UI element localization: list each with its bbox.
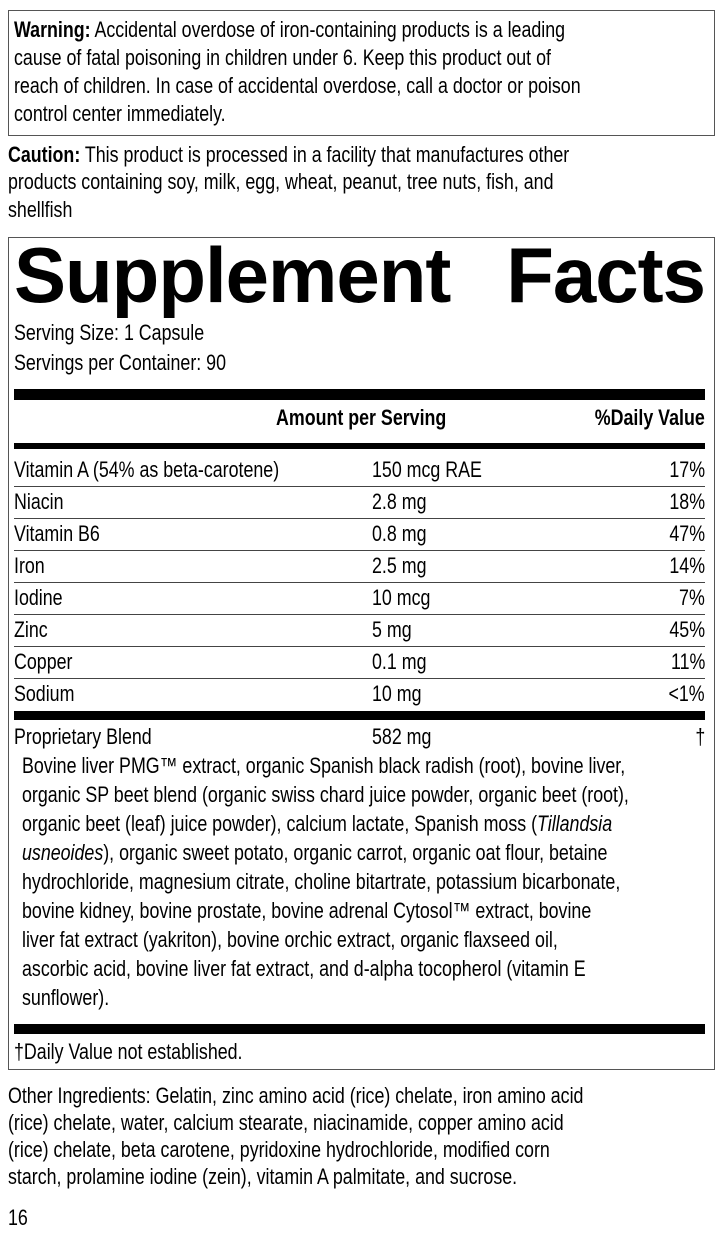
warning-label: Warning:: [14, 17, 91, 42]
nutrient-name: Vitamin A (54% as beta-carotene): [14, 457, 280, 482]
warning-line: control center immediately.: [14, 101, 226, 126]
blend-amount: 582 mg: [372, 724, 432, 749]
servings-per-container: Servings per Container: 90: [14, 350, 226, 375]
row-separator: [14, 550, 705, 551]
nutrient-daily-value: <1%: [668, 681, 705, 706]
other-ingredients-line: Other Ingredients: Gelatin, zinc amino a…: [8, 1083, 584, 1108]
header-daily-value: %Daily Value: [595, 405, 705, 430]
other-ingredients-line: starch, prolamine iodine (zein), vitamin…: [8, 1164, 518, 1189]
italic-text: usneoides: [22, 840, 104, 865]
blend-ingredients-line: ascorbic acid, bovine liver fat extract,…: [22, 956, 586, 981]
blend-ingredients-line: hydrochloride, magnesium citrate, cholin…: [22, 869, 621, 894]
blend-ingredients-line: Bovine liver PMG™ extract, organic Spani…: [22, 753, 626, 778]
facts-title: Supplement Facts: [14, 231, 706, 319]
row-separator: [14, 646, 705, 647]
text: organic beet (leaf) juice powder), calci…: [22, 811, 538, 836]
caution-line: shellfish: [8, 197, 73, 222]
thick-divider: [14, 711, 705, 720]
blend-ingredients-line: sunflower).: [22, 985, 110, 1010]
other-ingredients-line: (rice) chelate, beta carotene, pyridoxin…: [8, 1137, 550, 1162]
title-word: Facts: [506, 231, 706, 319]
header-amount: Amount per Serving: [276, 405, 447, 430]
nutrient-name: Niacin: [14, 489, 64, 514]
row-separator: [14, 678, 705, 679]
text: ), organic sweet potato, organic carrot,…: [103, 840, 608, 865]
nutrient-amount: 0.8 mg: [372, 521, 427, 546]
nutrient-amount: 2.5 mg: [372, 553, 427, 578]
supplement-facts-panel: [8, 237, 715, 1070]
nutrient-name: Copper: [14, 649, 73, 674]
nutrient-daily-value: 11%: [670, 649, 705, 674]
thick-divider: [14, 1024, 705, 1034]
blend-daily-value: †: [695, 724, 705, 749]
page-number: 16: [8, 1205, 28, 1230]
footnote: †Daily Value not established.: [14, 1039, 243, 1064]
other-ingredients-line: (rice) chelate, water, calcium stearate,…: [8, 1110, 564, 1135]
nutrient-amount: 10 mcg: [372, 585, 431, 610]
warning-text: Accidental overdose of iron-containing p…: [90, 17, 566, 42]
row-separator: [14, 582, 705, 583]
blend-ingredients-line: organic SP beet blend (organic swiss cha…: [22, 782, 629, 807]
caution-label: Caution:: [8, 142, 81, 167]
nutrient-daily-value: 18%: [669, 489, 705, 514]
nutrient-name: Iodine: [14, 585, 63, 610]
nutrient-daily-value: 17%: [669, 457, 705, 482]
nutrient-name: Vitamin B6: [14, 521, 100, 546]
nutrient-name: Zinc: [14, 617, 48, 642]
warning-line: reach of children. In case of accidental…: [14, 73, 581, 98]
nutrient-amount: 5 mg: [372, 617, 412, 642]
blend-ingredients-line: bovine kidney, bovine prostate, bovine a…: [22, 898, 592, 923]
caution-line: products containing soy, milk, egg, whea…: [8, 169, 554, 194]
row-separator: [14, 518, 705, 519]
nutrient-daily-value: 47%: [669, 521, 705, 546]
serving-size: Serving Size: 1 Capsule: [14, 320, 205, 345]
nutrient-name: Sodium: [14, 681, 75, 706]
nutrient-daily-value: 45%: [669, 617, 705, 642]
italic-text: Tillandsia: [537, 811, 613, 836]
thick-divider: [14, 389, 705, 400]
caution-line: Caution: This product is processed in a …: [8, 142, 569, 168]
nutrient-amount: 10 mg: [372, 681, 422, 706]
nutrient-amount: 150 mcg RAE: [372, 457, 482, 482]
row-separator: [14, 486, 705, 487]
nutrient-name: Iron: [14, 553, 45, 578]
blend-ingredients-line: liver fat extract (yakriton), bovine orc…: [22, 927, 558, 952]
row-separator: [14, 614, 705, 615]
warning-line: Warning: Accidental overdose of iron-con…: [14, 17, 565, 43]
blend-name: Proprietary Blend: [14, 724, 152, 749]
caution-text: This product is processed in a facility …: [80, 142, 570, 167]
title-word: Supplement: [14, 231, 451, 319]
nutrient-amount: 2.8 mg: [372, 489, 427, 514]
nutrient-daily-value: 14%: [669, 553, 705, 578]
divider: [14, 443, 705, 449]
blend-ingredients-line: organic beet (leaf) juice powder), calci…: [22, 811, 612, 837]
warning-box: [8, 10, 715, 136]
nutrient-daily-value: 7%: [679, 585, 705, 610]
nutrient-amount: 0.1 mg: [372, 649, 427, 674]
warning-line: cause of fatal poisoning in children und…: [14, 45, 551, 70]
blend-ingredients-line: usneoides), organic sweet potato, organi…: [22, 840, 607, 866]
